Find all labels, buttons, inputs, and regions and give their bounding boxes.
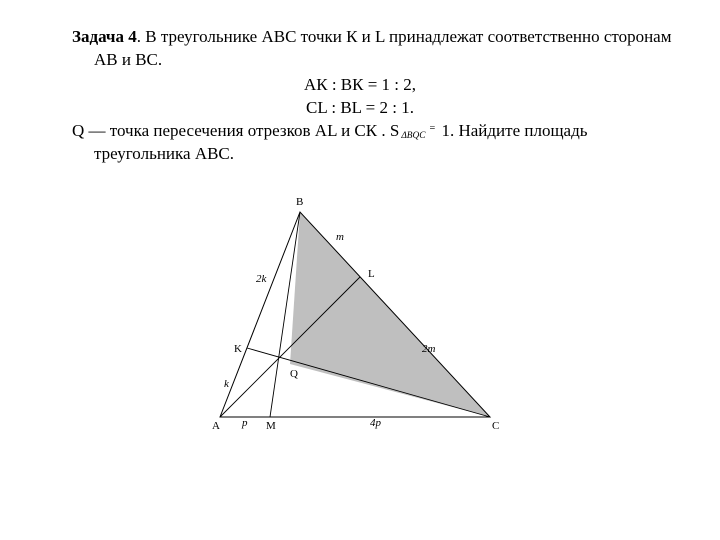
label-2m: 2m bbox=[422, 343, 436, 355]
label-Q: Q bbox=[290, 368, 298, 380]
label-k: k bbox=[224, 378, 230, 390]
problem-ratio-1: АК : ВК = 1 : 2, bbox=[42, 74, 678, 97]
label-L: L bbox=[368, 268, 375, 280]
label-p: p bbox=[241, 417, 248, 429]
label-B: B bbox=[296, 196, 303, 208]
triangle-BQC bbox=[290, 212, 490, 417]
label-m: m bbox=[336, 231, 344, 243]
label-C: C bbox=[492, 420, 499, 432]
label-M: M bbox=[266, 420, 276, 432]
problem-line-1: Задача 4. В треугольнике АВС точки К и L… bbox=[42, 26, 678, 72]
problem-title: Задача 4 bbox=[72, 27, 137, 46]
problem-ratio-2: СL : BL = 2 : 1. bbox=[42, 97, 678, 120]
label-K: K bbox=[234, 343, 242, 355]
problem-line-4-sub: ΔBQC bbox=[399, 131, 427, 141]
problem-line-4-a: Q — точка пересечения отрезков АL и СК .… bbox=[72, 121, 399, 140]
label-2k: 2k bbox=[256, 273, 268, 285]
problem-line-1-tail: . В треугольнике АВС точки К и L принадл… bbox=[94, 27, 672, 69]
problem-line-4: Q — точка пересечения отрезков АL и СК .… bbox=[42, 120, 678, 166]
problem-line-4-eq: = bbox=[427, 123, 437, 134]
label-A: A bbox=[212, 420, 220, 432]
label-4p: 4p bbox=[370, 417, 382, 429]
figure-container: A M C B K Q Lm 2m 2k k p 4p bbox=[42, 192, 678, 442]
triangle-figure: A M C B K Q Lm 2m 2k k p 4p bbox=[190, 192, 530, 442]
